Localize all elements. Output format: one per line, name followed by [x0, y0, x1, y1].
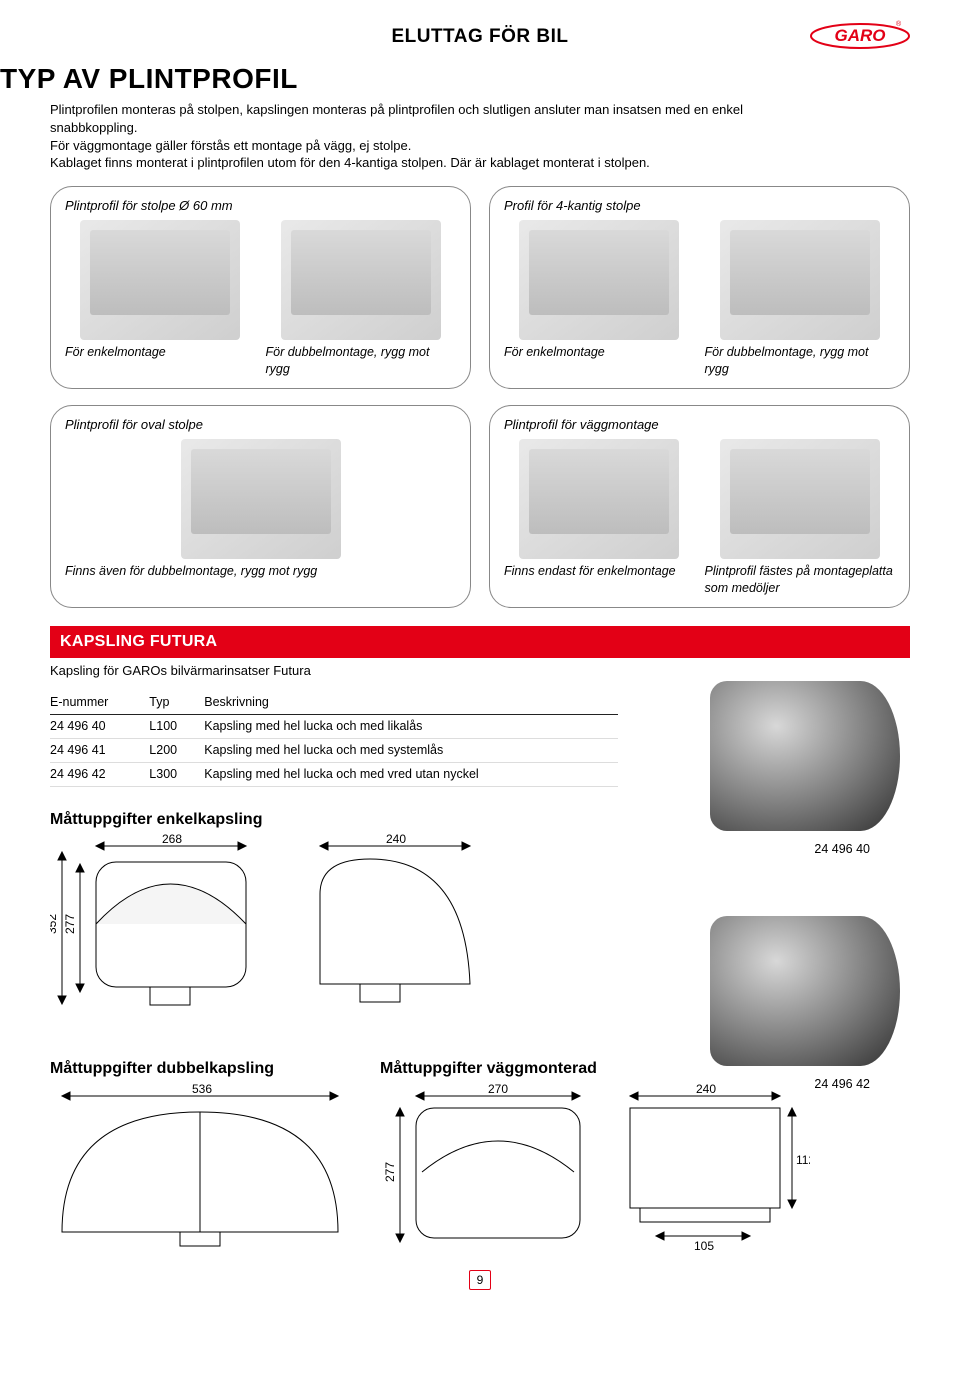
caption: Finns endast för enkelmontage [504, 563, 695, 597]
dim-value: 240 [386, 834, 406, 846]
profile-row-1: Plintprofil för stolpe Ø 60 mm För enkel… [50, 186, 910, 389]
logo-text: GARO [835, 26, 886, 45]
dim-front-view: 352 277 268 [50, 834, 260, 1014]
cell: 24 496 42 [50, 762, 149, 786]
col-header: Beskrivning [204, 691, 617, 714]
cell: L200 [149, 739, 204, 763]
dim-value: 352 [50, 914, 59, 934]
cell: Kapsling med hel lucka och med likalås [204, 715, 617, 739]
dim-side-view: 240 [290, 834, 490, 1014]
product-photo [710, 916, 900, 1066]
device-image [720, 220, 880, 340]
section-title: TYP AV PLINTPROFIL [0, 60, 910, 98]
dim-double-view: 536 [50, 1082, 350, 1252]
dim-value: 277 [383, 1162, 397, 1182]
product-photo [710, 681, 900, 831]
cell: L300 [149, 762, 204, 786]
caption: För dubbelmontage, rygg mot rygg [705, 344, 896, 378]
dim-value: 105 [694, 1239, 714, 1252]
red-subtitle: Kapsling för GAROs bilvärmarinsatser Fut… [50, 662, 910, 680]
profile-row-2: Plintprofil för oval stolpe Finns även f… [50, 405, 910, 608]
profile-box: Profil för 4-kantig stolpe För enkelmont… [489, 186, 910, 389]
dim-wall-side: 240 112 105 [610, 1082, 810, 1252]
cell: 24 496 40 [50, 715, 149, 739]
doc-super-title: ELUTTAG FÖR BIL [50, 24, 910, 50]
profile-box: Plintprofil för oval stolpe Finns även f… [50, 405, 471, 608]
profile-title: Plintprofil för oval stolpe [65, 416, 456, 434]
profile-title: Plintprofil för väggmontage [504, 416, 895, 434]
profile-box: Plintprofil för stolpe Ø 60 mm För enkel… [50, 186, 471, 389]
cell: Kapsling med hel lucka och med vred utan… [204, 762, 617, 786]
table-row: 24 496 40 L100 Kapsling med hel lucka oc… [50, 715, 618, 739]
device-image [519, 220, 679, 340]
cell: Kapsling med hel lucka och med systemlås [204, 739, 617, 763]
caption: För enkelmontage [65, 344, 256, 378]
profile-title: Profil för 4-kantig stolpe [504, 197, 895, 215]
device-image [519, 439, 679, 559]
device-image [281, 220, 441, 340]
product-table: E-nummer Typ Beskrivning 24 496 40 L100 … [50, 691, 618, 787]
product-photo-label: 24 496 42 [814, 1076, 870, 1093]
page-footer: 9 [50, 1270, 910, 1290]
table-row: 24 496 41 L200 Kapsling med hel lucka oc… [50, 739, 618, 763]
dim-value: 536 [192, 1082, 212, 1096]
dim-value: 112 [796, 1153, 810, 1167]
device-image [80, 220, 240, 340]
caption: Plintprofil fästes på montageplatta som … [705, 563, 896, 597]
profile-title: Plintprofil för stolpe Ø 60 mm [65, 197, 456, 215]
device-image [181, 439, 341, 559]
dim-value: 270 [488, 1082, 508, 1096]
dim-value: 268 [162, 834, 182, 846]
svg-text:®: ® [896, 20, 902, 28]
dim-value: 240 [696, 1082, 716, 1096]
device-image [720, 439, 880, 559]
col-header: Typ [149, 691, 204, 714]
product-photo-label: 24 496 40 [814, 841, 870, 858]
cell: 24 496 41 [50, 739, 149, 763]
dim-wall-front: 270 277 [380, 1082, 590, 1252]
dim-double-title: Måttuppgifter dubbelkapsling [50, 1058, 350, 1080]
cell: L100 [149, 715, 204, 739]
caption: Finns även för dubbelmontage, rygg mot r… [65, 563, 456, 580]
page-number: 9 [469, 1270, 491, 1290]
profile-box: Plintprofil för väggmontage Finns endast… [489, 405, 910, 608]
caption: För enkelmontage [504, 344, 695, 378]
red-heading: KAPSLING FUTURA [50, 626, 910, 658]
col-header: E-nummer [50, 691, 149, 714]
intro-text: Plintprofilen monteras på stolpen, kapsl… [50, 101, 790, 171]
dim-value: 277 [63, 914, 77, 934]
table-row: 24 496 42 L300 Kapsling med hel lucka oc… [50, 762, 618, 786]
brand-logo: GARO ® [810, 18, 910, 54]
caption: För dubbelmontage, rygg mot rygg [266, 344, 457, 378]
